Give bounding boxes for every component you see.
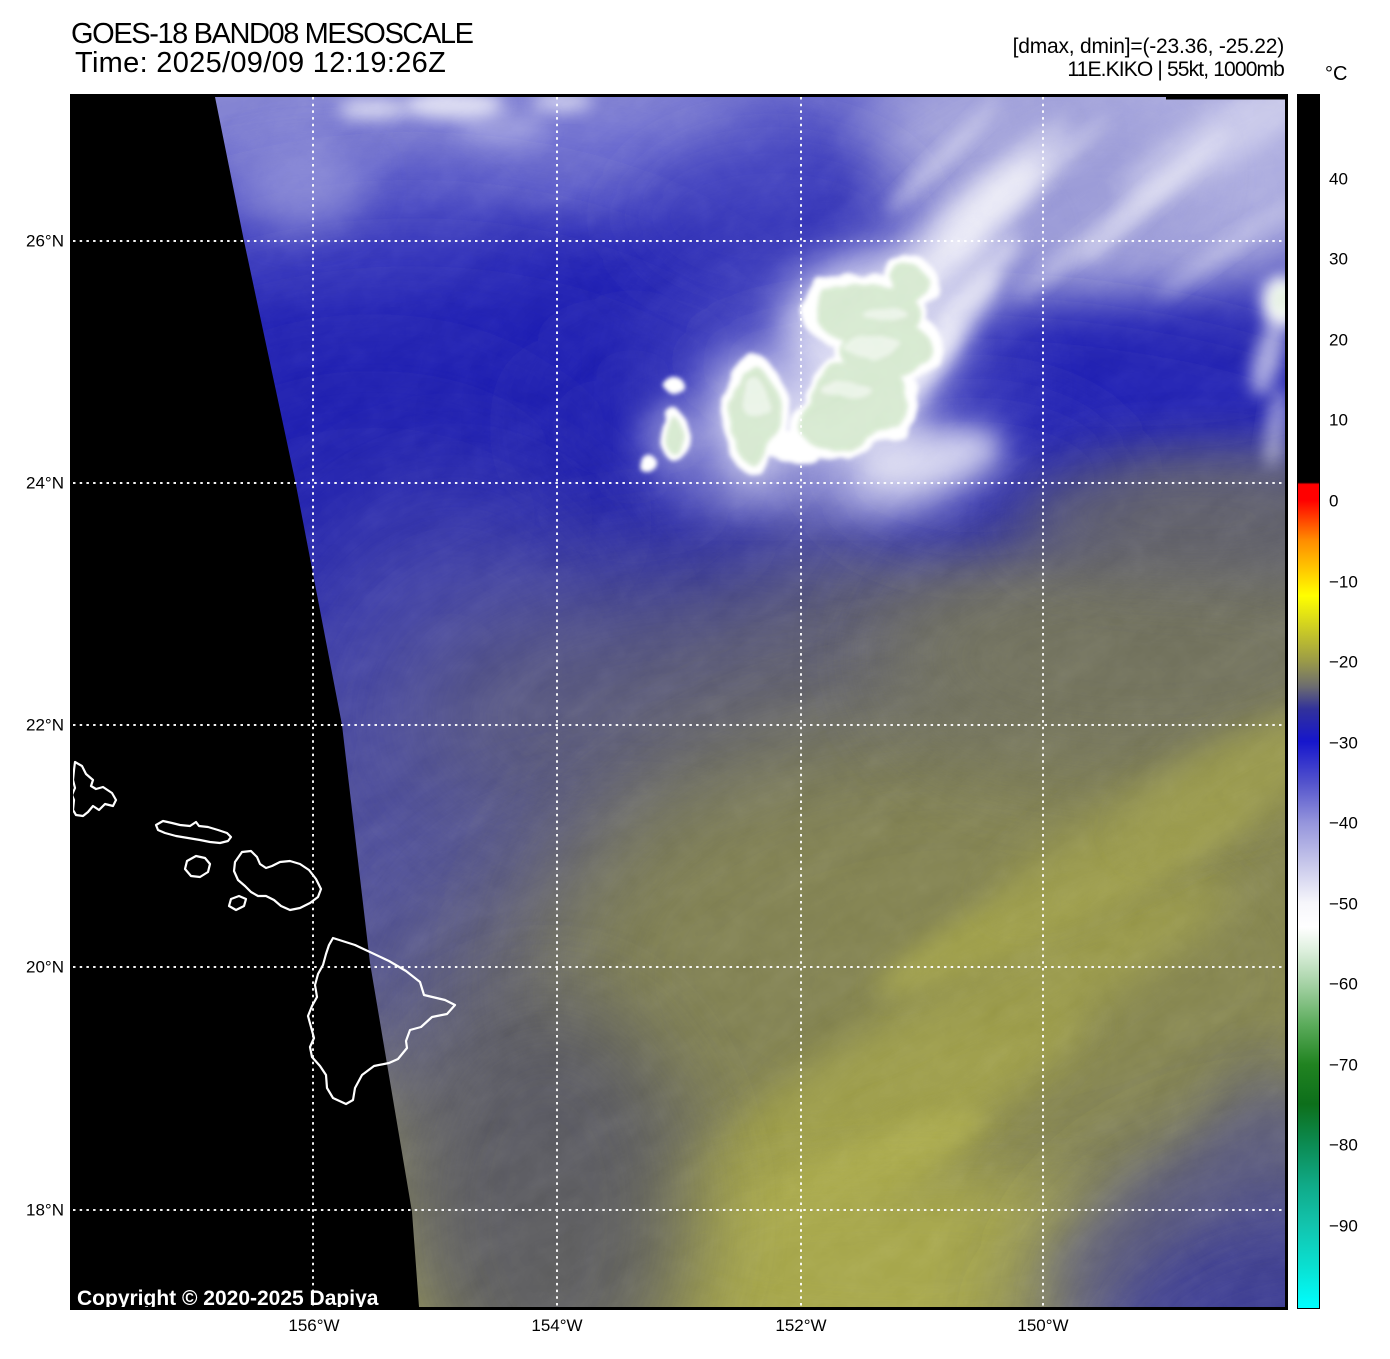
svg-text:Copyright © 2020-2025 Dapiya: Copyright © 2020-2025 Dapiya — [77, 1287, 379, 1307]
